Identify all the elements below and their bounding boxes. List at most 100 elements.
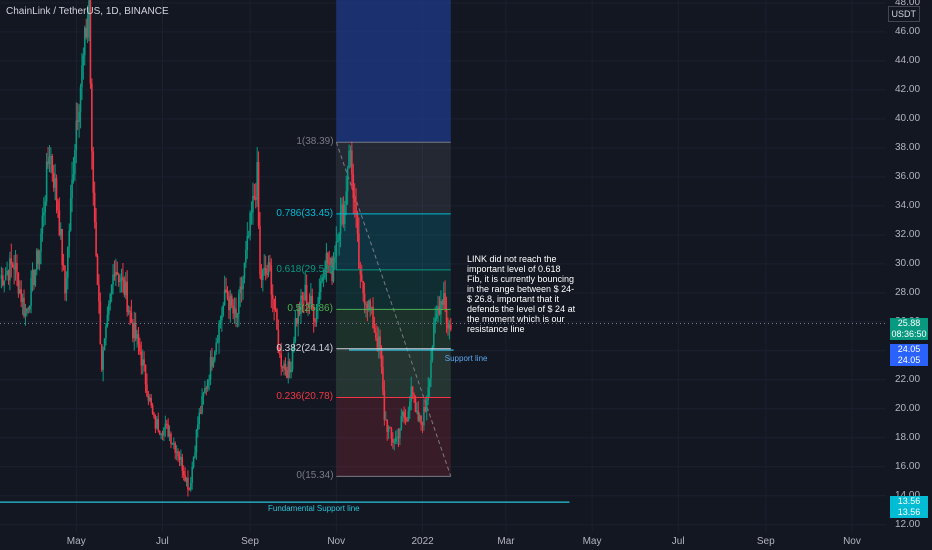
- candle-body: [360, 274, 363, 282]
- candle-body: [246, 236, 249, 251]
- candle-body: [257, 162, 260, 227]
- candle-body: [393, 441, 396, 443]
- y-tick-label: 46.00: [895, 25, 921, 37]
- candle-body: [83, 27, 86, 56]
- analysis-note: LINK did not reach the important level o…: [467, 254, 576, 334]
- candle-body: [434, 318, 437, 325]
- candle-body: [399, 428, 401, 439]
- candle-body: [215, 342, 218, 352]
- candle-body: [430, 359, 432, 379]
- price-tag: 24.05: [890, 355, 928, 367]
- fib-level-label: 0.236(20.78): [276, 391, 334, 403]
- candle-body: [64, 265, 66, 294]
- candle-body: [253, 196, 256, 198]
- candle-body: [351, 150, 353, 175]
- candle-body: [194, 452, 196, 458]
- candle-body: [310, 295, 312, 305]
- candle-body: [262, 269, 264, 281]
- candle-body: [55, 178, 58, 201]
- candle-body: [223, 289, 226, 305]
- candle-body: [238, 293, 240, 315]
- candles: [0, 0, 452, 497]
- candle-body: [327, 253, 329, 264]
- candle-body: [444, 293, 446, 310]
- candle-body: [113, 274, 116, 277]
- candle-body: [174, 443, 177, 453]
- candle-body: [322, 277, 325, 279]
- candle-body: [126, 281, 128, 312]
- candle-body: [226, 292, 229, 299]
- candle-body: [76, 120, 79, 122]
- candle-body: [119, 281, 121, 283]
- candle-body: [202, 393, 205, 397]
- candle-body: [106, 314, 109, 327]
- candle-body: [301, 295, 304, 299]
- candle-body: [61, 228, 63, 265]
- candle-body: [363, 293, 366, 305]
- candle-body: [300, 295, 302, 314]
- candle-body: [401, 411, 404, 417]
- fib-level-label: 0.5(26.86): [287, 303, 333, 315]
- candle-body: [188, 489, 191, 491]
- price-axis-bg: [886, 0, 932, 550]
- price-tag: 24.05: [890, 344, 928, 356]
- candle-body: [157, 419, 160, 431]
- candle-body: [112, 274, 114, 285]
- candle-body: [222, 304, 225, 316]
- candle-body: [249, 212, 251, 236]
- candle-body: [264, 268, 267, 275]
- candle-body: [195, 430, 198, 453]
- candle-body: [18, 289, 21, 294]
- candle-body: [163, 427, 165, 436]
- candle-body: [85, 27, 87, 38]
- symbol-title[interactable]: ChainLink / TetherUS, 1D, BINANCE: [6, 6, 169, 17]
- candle-body: [35, 250, 38, 271]
- fib-zone-fill: [336, 348, 451, 398]
- candle-body: [143, 359, 145, 365]
- candle-body: [141, 359, 144, 366]
- candle-body: [11, 264, 14, 268]
- candle-body: [115, 272, 117, 277]
- candle-body: [171, 443, 174, 445]
- candle-body: [362, 281, 364, 294]
- y-tick-label: 14.00: [895, 490, 920, 502]
- candle-body: [4, 273, 7, 281]
- candle-body: [345, 191, 348, 205]
- candle-body: [199, 412, 202, 414]
- candle-body: [229, 295, 232, 311]
- candle-body: [448, 324, 451, 329]
- candle-body: [311, 295, 314, 307]
- currency-label[interactable]: USDT: [887, 6, 920, 22]
- candle-body: [433, 324, 435, 347]
- candle-body: [250, 212, 253, 214]
- candle-body: [263, 268, 266, 270]
- candle-body: [65, 277, 68, 294]
- candle-body: [417, 410, 420, 421]
- candle-body: [192, 457, 195, 468]
- candle-body: [177, 451, 179, 457]
- candle-body: [23, 297, 25, 317]
- candle-body: [212, 360, 215, 367]
- candle-body: [411, 386, 414, 395]
- candle-body: [329, 257, 332, 264]
- candle-body: [334, 256, 336, 263]
- candle-body: [74, 149, 76, 175]
- y-tick-label: 44.00: [895, 54, 921, 66]
- candle-body: [266, 274, 268, 276]
- fib-zone-fill: [336, 397, 451, 477]
- candle-body: [37, 250, 39, 265]
- candle-body: [431, 346, 434, 360]
- candle-body: [317, 303, 319, 307]
- candle-body: [136, 334, 138, 339]
- candle-body: [137, 334, 140, 345]
- candle-body: [151, 405, 154, 414]
- candle-body: [153, 413, 155, 418]
- candle-body: [303, 298, 305, 300]
- candle-body: [51, 155, 54, 173]
- candle-body: [376, 338, 379, 348]
- candle-body: [442, 293, 445, 305]
- x-tick-label: Mar: [497, 536, 515, 547]
- candle-body: [420, 415, 422, 425]
